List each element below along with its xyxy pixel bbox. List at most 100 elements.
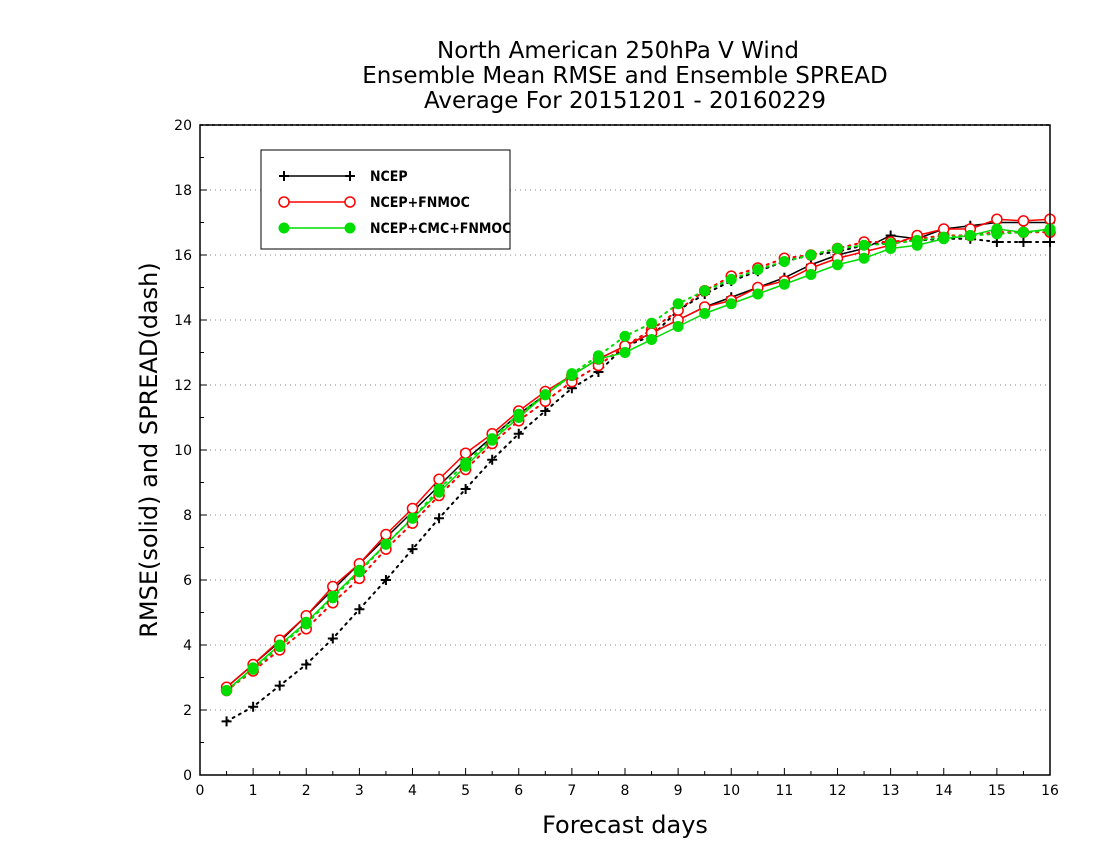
y-tick-label: 6 — [183, 573, 192, 589]
point-ncep-cmc-fnmoc-rmse — [380, 538, 392, 550]
point-ncep-cmc-fnmoc-rmse — [858, 252, 870, 264]
legend-marker-ncep-cmc-fnmoc — [278, 222, 290, 234]
point-ncep-cmc-fnmoc-rmse — [805, 269, 817, 280]
series-ncep-cmc-fnmoc-spread-line — [225, 229, 1051, 692]
point-ncep-cmc-fnmoc-rmse — [752, 288, 764, 300]
point-ncep-fnmoc-rmse — [406, 502, 419, 515]
x-tick-label: 14 — [935, 783, 953, 799]
x-tick-label: 11 — [775, 783, 793, 799]
point-ncep-cmc-fnmoc-spread — [672, 298, 684, 310]
point-ncep-cmc-fnmoc-rmse — [725, 298, 737, 310]
legend-marker-ncep-cmc-fnmoc — [344, 222, 356, 234]
x-tick-label: 16 — [1041, 783, 1059, 799]
point-ncep-cmc-fnmoc-rmse — [964, 230, 976, 241]
y-tick-label: 18 — [174, 183, 192, 199]
x-tick-label: 1 — [249, 783, 258, 799]
point-ncep-cmc-fnmoc-spread — [646, 317, 658, 329]
x-tick-label: 9 — [674, 783, 683, 799]
x-tick-label: 5 — [461, 783, 470, 799]
point-ncep-fnmoc-rmse — [1017, 215, 1030, 227]
point-ncep-spread — [487, 454, 498, 465]
y-tick-label: 12 — [174, 378, 192, 394]
point-ncep-cmc-fnmoc-spread — [778, 256, 790, 267]
point-ncep-cmc-fnmoc-rmse — [991, 223, 1003, 235]
y-tick-label: 16 — [174, 248, 192, 264]
y-tick-label: 20 — [174, 118, 192, 134]
point-ncep-cmc-fnmoc-rmse — [778, 278, 790, 290]
x-tick-label: 4 — [408, 783, 417, 799]
x-tick-label: 6 — [514, 783, 523, 799]
point-ncep-cmc-fnmoc-rmse — [486, 434, 498, 446]
point-ncep-spread — [434, 513, 445, 524]
x-tick-label: 8 — [621, 783, 630, 799]
point-ncep-cmc-fnmoc-rmse — [247, 662, 259, 674]
point-ncep-cmc-fnmoc-rmse — [592, 353, 604, 365]
point-ncep-cmc-fnmoc-rmse — [1017, 226, 1029, 238]
point-ncep-fnmoc-rmse — [991, 213, 1003, 225]
point-ncep-spread — [540, 406, 551, 416]
point-ncep-spread — [274, 680, 285, 691]
y-axis-title: RMSE(solid) and SPREAD(dash) — [135, 262, 163, 638]
point-ncep-cmc-fnmoc-rmse — [460, 460, 472, 472]
x-tick-label: 2 — [302, 783, 311, 799]
point-ncep-spread — [460, 484, 471, 494]
point-ncep-cmc-fnmoc-spread — [832, 243, 843, 254]
legend-marker-ncep-fnmoc — [278, 196, 290, 208]
x-tick-label: 3 — [355, 783, 364, 799]
chart-title-line-1: North American 250hPa V Wind — [437, 38, 799, 64]
point-ncep-cmc-fnmoc-rmse — [832, 259, 843, 271]
point-ncep-cmc-fnmoc-rmse — [513, 412, 525, 423]
series-ncep-cmc-fnmoc-rmse-line — [226, 228, 1051, 692]
x-tick-label: 10 — [722, 783, 740, 799]
legend-box — [260, 149, 511, 250]
x-tick-label: 13 — [882, 783, 900, 799]
x-axis-title: Forecast days — [542, 811, 708, 839]
legend-marker-ncep — [345, 171, 355, 181]
legend-label-ncep-fnmoc: NCEP+FNMOC — [370, 195, 470, 211]
point-ncep-spread — [327, 633, 338, 644]
legend-marker-ncep — [279, 171, 289, 181]
point-ncep-spread — [354, 604, 365, 615]
x-tick-label: 7 — [567, 783, 576, 799]
legend: NCEP NCEP+FNMOC NCEP+CMC+FNMOC — [260, 149, 511, 250]
legend-label-ncep: NCEP — [370, 169, 408, 185]
point-ncep-cmc-fnmoc-rmse — [619, 347, 631, 358]
point-ncep-fnmoc-rmse — [433, 473, 445, 485]
point-ncep-cmc-fnmoc-spread — [699, 285, 711, 297]
point-ncep-spread — [248, 701, 259, 712]
x-tick-label: 15 — [988, 783, 1006, 799]
point-ncep-cmc-fnmoc-rmse — [672, 321, 684, 332]
point-ncep-spread — [513, 428, 524, 439]
legend-marker-ncep-fnmoc — [344, 196, 356, 208]
y-tick-label: 14 — [174, 313, 192, 329]
point-ncep-fnmoc-rmse — [380, 528, 392, 541]
point-ncep-cmc-fnmoc-rmse — [221, 685, 233, 696]
legend-label-ncep-cmc-fnmoc: NCEP+CMC+FNMOC — [370, 221, 511, 237]
y-tick-label: 10 — [174, 443, 192, 459]
point-ncep-spread — [380, 575, 391, 585]
point-ncep-cmc-fnmoc-rmse — [539, 389, 551, 401]
series-ncep-spread-line — [225, 237, 1051, 723]
point-ncep-spread — [301, 659, 312, 670]
point-ncep-cmc-fnmoc-spread — [619, 330, 631, 342]
x-tick-label: 12 — [829, 783, 847, 799]
series-ncep-fnmoc-rmse-line — [226, 218, 1051, 688]
chart-title-line-3: Average For 20151201 - 20160229 — [424, 88, 826, 114]
point-ncep-fnmoc-rmse — [459, 447, 472, 459]
x-tick-label: 0 — [196, 783, 205, 799]
point-ncep-cmc-fnmoc-spread — [805, 249, 817, 261]
point-ncep-spread — [407, 544, 418, 555]
point-ncep-cmc-fnmoc-spread — [858, 239, 870, 251]
point-ncep-cmc-fnmoc-spread — [752, 264, 764, 276]
point-ncep-cmc-fnmoc-rmse — [300, 616, 312, 628]
y-tick-label: 0 — [183, 768, 192, 784]
point-ncep-spread — [1018, 237, 1029, 247]
y-tick-label: 8 — [183, 508, 192, 524]
point-ncep-fnmoc-rmse — [327, 580, 339, 593]
point-ncep-cmc-fnmoc-rmse — [885, 243, 897, 254]
point-ncep-spread — [221, 716, 232, 727]
point-ncep-cmc-fnmoc-rmse — [699, 308, 711, 319]
